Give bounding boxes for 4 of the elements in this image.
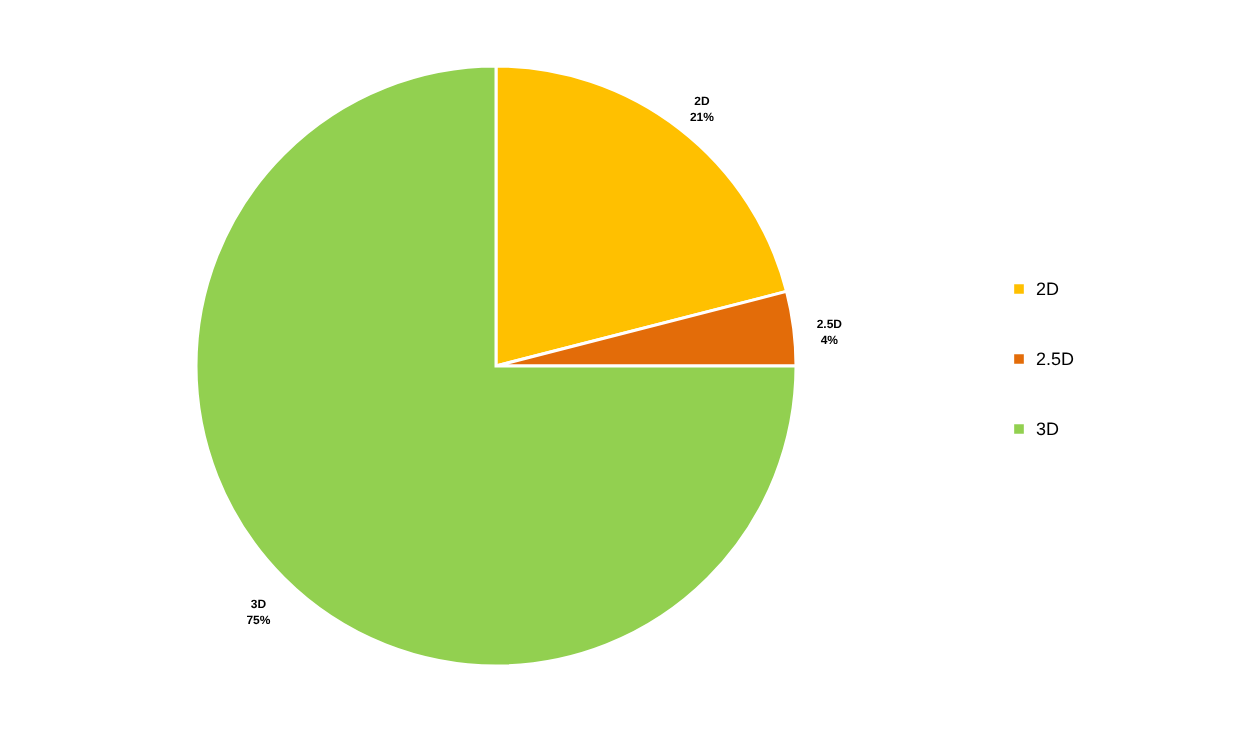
- legend-label: 3D: [1036, 419, 1061, 439]
- legend-label: 2D: [1036, 279, 1061, 299]
- legend-label: 2.5D: [1036, 349, 1076, 369]
- pie-slice: [194, 64, 798, 668]
